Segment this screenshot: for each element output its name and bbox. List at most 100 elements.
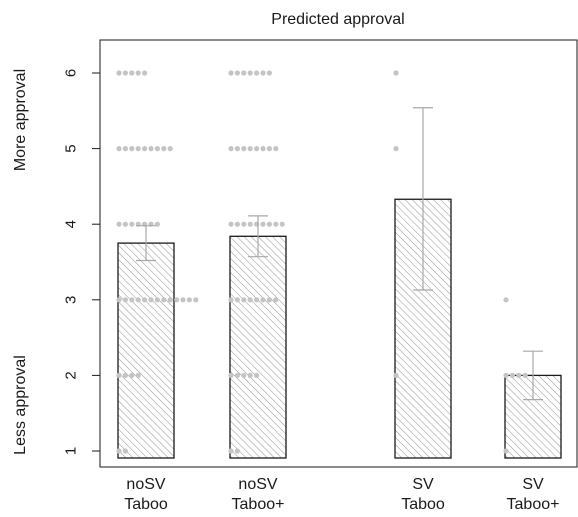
response-dot <box>247 297 253 303</box>
response-dot <box>122 372 128 378</box>
response-dot <box>503 297 509 303</box>
response-dot <box>254 70 260 76</box>
response-dot <box>228 372 234 378</box>
error-bar-2 <box>248 215 268 258</box>
response-dot <box>260 297 266 303</box>
response-dot <box>266 70 272 76</box>
response-dot <box>234 297 240 303</box>
y-tick-label: 1 <box>62 447 79 455</box>
response-dot <box>142 146 148 152</box>
response-dot <box>254 146 260 152</box>
response-dot <box>122 448 128 454</box>
response-dot <box>180 297 186 303</box>
response-dot <box>116 372 122 378</box>
response-dot <box>266 221 272 227</box>
x-label-line2: Taboo+ <box>507 496 560 513</box>
bar-2 <box>229 235 287 459</box>
response-dot <box>522 372 528 378</box>
response-dot <box>122 297 128 303</box>
response-dot <box>241 146 247 152</box>
response-dot <box>247 221 253 227</box>
response-dot <box>129 146 135 152</box>
response-dot <box>122 221 128 227</box>
response-dot <box>234 372 240 378</box>
response-dot <box>234 221 240 227</box>
response-dot <box>266 297 272 303</box>
response-dot <box>509 372 515 378</box>
response-dot <box>228 297 234 303</box>
error-bar-3 <box>413 107 433 291</box>
response-dot <box>260 70 266 76</box>
response-dot <box>135 70 141 76</box>
response-dot <box>234 146 240 152</box>
response-dot <box>241 70 247 76</box>
x-label-line2: Taboo <box>124 496 168 513</box>
response-dot <box>234 448 240 454</box>
x-label-line2: Taboo <box>401 496 445 513</box>
response-dot <box>154 221 160 227</box>
chart-title: Predicted approval <box>271 11 404 28</box>
response-dot <box>247 146 253 152</box>
y-tick-label: 2 <box>62 371 79 379</box>
response-dot <box>161 146 167 152</box>
response-dot <box>142 70 148 76</box>
response-dot <box>234 70 240 76</box>
response-dot <box>247 70 253 76</box>
response-dot <box>228 221 234 227</box>
response-dot <box>167 146 173 152</box>
response-dot <box>116 448 122 454</box>
response-dot <box>503 448 509 454</box>
x-label-line2: Taboo+ <box>232 496 285 513</box>
response-dot <box>516 372 522 378</box>
response-dot <box>241 221 247 227</box>
x-axis-labels: noSV Taboo noSV Taboo+ SV Taboo SV Taboo+ <box>124 476 559 513</box>
response-dot <box>129 221 135 227</box>
x-label-line1: SV <box>522 476 544 493</box>
bar-1 <box>117 242 175 459</box>
response-dot <box>393 372 399 378</box>
x-label-line1: noSV <box>238 476 277 493</box>
response-dot <box>193 297 199 303</box>
response-dot <box>393 70 399 76</box>
response-dot <box>260 221 266 227</box>
response-dot <box>129 297 135 303</box>
response-dot <box>273 221 279 227</box>
response-dot <box>116 70 122 76</box>
y-annotation-top: More approval <box>12 69 29 171</box>
response-dot <box>122 70 128 76</box>
plot-frame <box>99 39 578 468</box>
response-dot <box>228 146 234 152</box>
response-dot <box>154 297 160 303</box>
response-dot <box>135 297 141 303</box>
response-dot <box>241 372 247 378</box>
error-bar-4 <box>523 350 543 401</box>
response-dot <box>254 297 260 303</box>
response-dot <box>273 146 279 152</box>
response-dot <box>122 146 128 152</box>
response-dot <box>135 146 141 152</box>
response-dot <box>154 146 160 152</box>
response-dot <box>116 146 122 152</box>
y-tick-label: 3 <box>62 296 79 304</box>
response-dot <box>167 297 173 303</box>
response-dot <box>279 221 285 227</box>
response-dot <box>161 297 167 303</box>
response-dot <box>228 448 234 454</box>
response-dot <box>148 297 154 303</box>
response-dot <box>148 146 154 152</box>
response-dot <box>228 70 234 76</box>
response-dot <box>129 372 135 378</box>
plot-area <box>99 39 578 468</box>
y-tick-label: 4 <box>62 220 79 228</box>
response-dot <box>135 372 141 378</box>
response-dot <box>503 372 509 378</box>
response-dot <box>116 297 122 303</box>
response-dot <box>129 70 135 76</box>
response-dot <box>247 372 253 378</box>
y-axis: 1 2 3 4 5 6 <box>62 69 100 455</box>
error-bar-1 <box>136 225 156 262</box>
response-dot <box>266 146 272 152</box>
x-label-line1: SV <box>412 476 434 493</box>
response-dot <box>254 372 260 378</box>
